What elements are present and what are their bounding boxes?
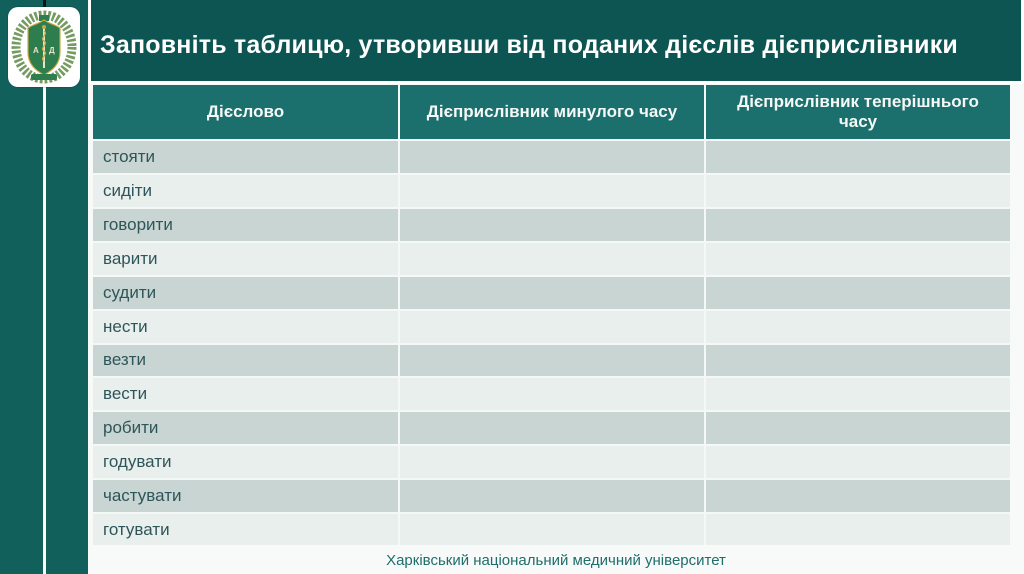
- verb-cell: вести: [93, 378, 400, 413]
- table-row: вести: [93, 378, 1010, 413]
- present-participle-cell: [706, 310, 1010, 345]
- present-participle-cell: [706, 141, 1010, 175]
- knmu-university-emblem-icon: А Д: [11, 10, 77, 84]
- table-row: годувати: [93, 446, 1010, 481]
- university-logo: А Д: [8, 7, 80, 87]
- decorative-line: [43, 86, 46, 574]
- table-row: везти: [93, 344, 1010, 379]
- present-participle-cell: [706, 208, 1010, 243]
- col-header-verb: Дієслово: [93, 85, 400, 141]
- verb-cell: судити: [93, 276, 400, 311]
- present-participle-cell: [706, 446, 1010, 481]
- verb-cell: годувати: [93, 446, 400, 481]
- table-header-row: Дієслово Дієприслівник минулого часу Діє…: [93, 85, 1010, 141]
- present-participle-cell: [706, 378, 1010, 413]
- verb-cell: частувати: [93, 480, 400, 515]
- past-participle-cell: [400, 141, 706, 175]
- present-participle-cell: [706, 480, 1010, 515]
- present-participle-cell: [706, 242, 1010, 277]
- table-row: нести: [93, 310, 1010, 345]
- past-participle-cell: [400, 446, 706, 481]
- table-row: сидіти: [93, 174, 1010, 209]
- past-participle-cell: [400, 412, 706, 447]
- svg-text:Д: Д: [49, 46, 55, 55]
- table-row: судити: [93, 276, 1010, 311]
- present-participle-cell: [706, 174, 1010, 209]
- past-participle-cell: [400, 174, 706, 209]
- verbs-table: Дієслово Дієприслівник минулого часу Діє…: [93, 85, 1010, 545]
- past-participle-cell: [400, 480, 706, 515]
- verbs-table-body: стояти сидіти говорити варити судити нести вез…: [93, 141, 1010, 545]
- past-participle-cell: [400, 378, 706, 413]
- past-participle-cell: [400, 514, 706, 545]
- verb-cell: сидіти: [93, 174, 400, 209]
- past-participle-cell: [400, 310, 706, 345]
- present-participle-cell: [706, 514, 1010, 545]
- present-participle-cell: [706, 276, 1010, 311]
- col-header-past-participle: Дієприслівник минулого часу: [400, 85, 706, 141]
- past-participle-cell: [400, 208, 706, 243]
- decorative-line-top: [43, 0, 46, 9]
- past-participle-cell: [400, 242, 706, 277]
- table-row: говорити: [93, 208, 1010, 243]
- verb-cell: стояти: [93, 141, 400, 175]
- table-row: стояти: [93, 141, 1010, 175]
- present-participle-cell: [706, 344, 1010, 379]
- past-participle-cell: [400, 276, 706, 311]
- col-header-present-participle: Дієприслівник теперішнього часу: [706, 85, 1010, 141]
- svg-text:А: А: [33, 46, 39, 55]
- table-row: готувати: [93, 514, 1010, 545]
- verb-cell: говорити: [93, 208, 400, 243]
- slide-title: Заповніть таблицю, утворивши від поданих…: [100, 30, 958, 59]
- verb-cell: робити: [93, 412, 400, 447]
- slide-footer: Харківський національний медичний універ…: [88, 552, 1024, 569]
- verb-cell: везти: [93, 344, 400, 379]
- present-participle-cell: [706, 412, 1010, 447]
- footer-label: Харківський національний медичний універ…: [386, 552, 726, 569]
- verb-cell: готувати: [93, 514, 400, 545]
- col-header-present-label: Дієприслівник теперішнього часу: [737, 91, 979, 131]
- verb-cell: нести: [93, 310, 400, 345]
- verb-cell: варити: [93, 242, 400, 277]
- table-row: варити: [93, 242, 1010, 277]
- table-row: робити: [93, 412, 1010, 447]
- past-participle-cell: [400, 344, 706, 379]
- slide-title-bar: Заповніть таблицю, утворивши від поданих…: [88, 0, 1024, 84]
- slide-content-area: Дієслово Дієприслівник минулого часу Діє…: [88, 84, 1024, 574]
- table-row: частувати: [93, 480, 1010, 515]
